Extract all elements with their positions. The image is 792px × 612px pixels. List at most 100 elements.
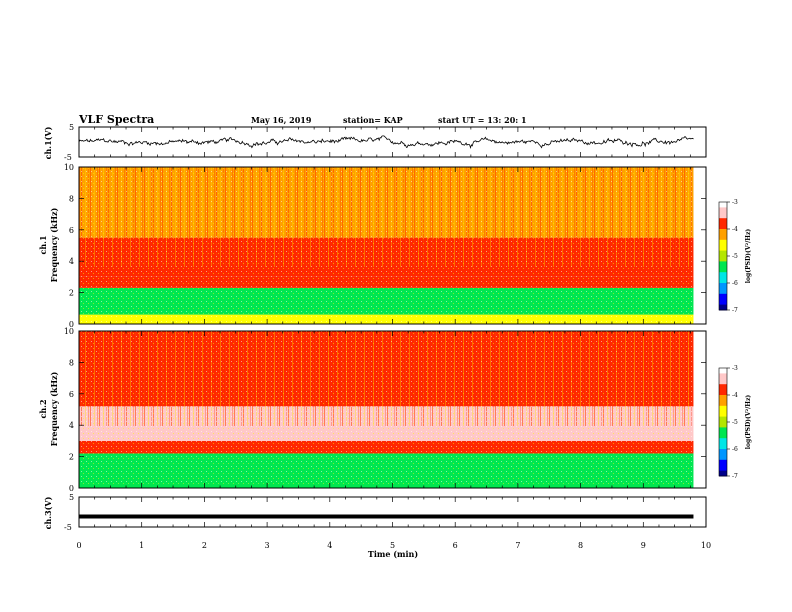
colorbar-cell [719, 438, 727, 442]
y-tick-label: 8 [69, 194, 74, 203]
colorbar-cell [719, 457, 727, 461]
colorbar-cell [719, 440, 727, 445]
colorbar-cell [719, 386, 727, 391]
colorbar-cell [719, 285, 727, 289]
figure-title: VLF Spectra [78, 113, 154, 126]
ch3-ytick-minus5: -5 [64, 523, 72, 532]
colorbar-cell [719, 280, 727, 284]
y-tick-label: 2 [69, 289, 74, 298]
colorbar-cell [719, 467, 727, 472]
ch3-waveform-ylabel: ch.3(V) [43, 496, 53, 529]
colorbar-cell [719, 253, 727, 257]
colorbar-cell [719, 397, 727, 401]
colorbar-cell [719, 384, 727, 388]
colorbar-cell [719, 215, 727, 219]
colorbar-cell [719, 465, 727, 469]
y-tick-label: 0 [69, 320, 74, 329]
colorbar-cell [719, 451, 727, 455]
ch2-spectrogram-panel: 0 2 4 6 8 10 ch.2 Frequency (kHz) [38, 327, 707, 493]
colorbar-cell [719, 449, 727, 453]
station-label: station= KAP [343, 115, 403, 125]
x-tick-label: 10 [701, 541, 711, 550]
ch1-waveform-ylabel: ch.1(V) [43, 126, 53, 159]
y-tick-label: 4 [69, 421, 74, 430]
colorbar-cell [719, 261, 727, 265]
colorbar-cell [719, 435, 727, 439]
colorbar-cell [719, 307, 727, 311]
colorbar-cell [719, 258, 727, 262]
colorbar-cell [719, 378, 727, 382]
colorbar-tick-label: -5 [732, 419, 738, 426]
ch1-colorbar: -3 -4 -5 -6 -7 log(PSD)(V²/Hz) [718, 199, 752, 314]
ch1-waveform-panel: 5 -5 ch.1(V) [43, 123, 707, 162]
colorbar-cell [719, 242, 727, 246]
colorbar-tick-label: -6 [732, 446, 738, 453]
ch1-spectrogram-ticks [78, 167, 707, 324]
ch2-spectrogram-ylabel-frequency: Frequency (kHz) [49, 371, 59, 446]
y-tick-label: 0 [69, 484, 74, 493]
colorbar-cell [719, 411, 727, 415]
colorbar-cell [719, 269, 727, 273]
y-tick-label: 10 [64, 327, 74, 336]
time-axis-label: Time (min) [368, 549, 418, 559]
ch1-spectrogram-ylabel-channel: ch.1 [38, 235, 48, 254]
x-tick-label: 2 [202, 541, 207, 550]
colorbar-tick-label: -6 [732, 280, 738, 287]
ch1-waveform-ticks [78, 127, 707, 157]
date-label: May 16, 2019 [251, 115, 312, 125]
ch2-spectrogram-ytick-labels: 0 2 4 6 8 10 [64, 327, 706, 493]
colorbar-cell [719, 473, 727, 477]
colorbar-cell [719, 408, 727, 412]
y-tick-label: 8 [69, 358, 74, 367]
colorbar-cell [719, 470, 727, 474]
colorbar-cell [719, 413, 727, 418]
x-tick-label: 4 [327, 541, 332, 550]
colorbar-cell [719, 204, 727, 208]
ch1-ytick-minus5: -5 [64, 153, 72, 162]
colorbar-cell [719, 245, 727, 249]
ch3-ytick-5: 5 [69, 493, 74, 502]
colorbar-tick-label: -7 [732, 307, 738, 314]
colorbar-cell [719, 237, 727, 241]
colorbar-label: log(PSD)(V²/Hz) [745, 395, 752, 450]
colorbar-cell [719, 234, 727, 238]
colorbar-cell [719, 462, 727, 466]
ch3-waveform-panel: 5 -5 ch.3(V) 0 1 2 3 4 5 6 7 8 9 10 Time (min) [43, 493, 711, 559]
colorbar-tick-label: -4 [732, 226, 738, 233]
colorbar-cell [719, 370, 727, 374]
colorbar-cell [719, 231, 727, 235]
colorbar-cell [719, 424, 727, 428]
x-tick-label: 9 [641, 541, 646, 550]
colorbar-tick-label: -7 [732, 473, 738, 480]
colorbar-cell [719, 373, 727, 377]
colorbar-cell [719, 416, 727, 420]
x-tick-label: 7 [515, 541, 520, 550]
colorbar-cell [719, 443, 727, 447]
colorbar-cell [719, 430, 727, 434]
colorbar-cell [719, 419, 727, 423]
colorbar-cell [719, 288, 727, 292]
x-tick-label: 6 [453, 541, 458, 550]
colorbar-cell [719, 202, 727, 206]
colorbar-cell [719, 301, 727, 306]
colorbar-cell [719, 212, 727, 216]
ch1-spectrogram-ytick-labels: 0 2 4 6 8 10 [64, 163, 706, 329]
x-tick-label: 1 [139, 541, 144, 550]
ch2-spectrogram-ylabel-channel: ch.2 [38, 399, 48, 418]
colorbar-tick-label: -3 [732, 365, 738, 372]
y-tick-label: 10 [64, 163, 74, 172]
colorbar-cell [719, 403, 727, 407]
colorbar-cell [719, 229, 727, 233]
ch1-spectrogram-speckle [79, 167, 692, 322]
ch2-spectrogram-ticks [78, 331, 707, 488]
colorbar-cell [719, 376, 727, 380]
x-tick-label: 8 [578, 541, 583, 550]
colorbar-cell [719, 250, 727, 254]
colorbar-cell [719, 427, 727, 431]
colorbar-cell [719, 395, 727, 399]
colorbar-cell [719, 454, 727, 458]
start-time-label: start UT = 13: 20: 1 [438, 115, 527, 125]
colorbar-cell [719, 283, 727, 287]
colorbar-cell [719, 220, 727, 225]
